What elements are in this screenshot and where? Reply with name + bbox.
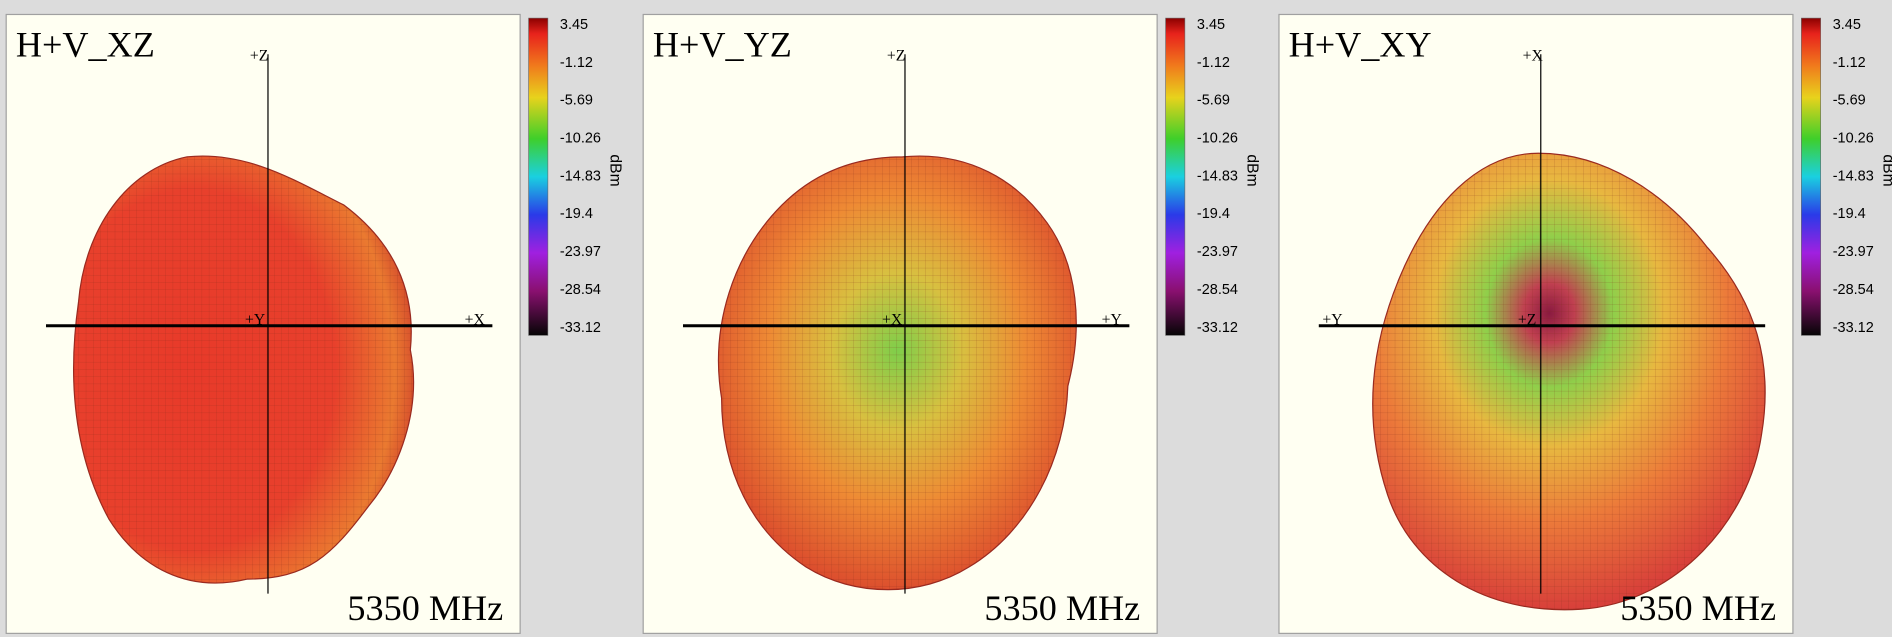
colorbar-tick-label: 3.45 — [560, 17, 588, 33]
colorbar-tick-label: -5.69 — [1197, 93, 1230, 109]
axis-label-center: +X — [882, 312, 903, 329]
colorbar — [528, 17, 549, 336]
colorbar-tick-label: -19.4 — [560, 206, 593, 222]
panel-title: H+V_XY — [1289, 25, 1432, 65]
colorbar-tick-label: 3.45 — [1833, 17, 1861, 33]
panel: H+V_XZ +Z +Y +X 5350 MHz 3.45 -1.12 -5.69 -10.26… — [5, 13, 624, 634]
frequency-label: 5350 MHz — [984, 588, 1140, 628]
colorbar-tick-label: -19.4 — [1197, 206, 1230, 222]
colorbar-tick-label: -5.69 — [1833, 93, 1866, 109]
panel-title: H+V_XZ — [16, 25, 155, 65]
colorbar-tick-label: -10.26 — [1197, 131, 1238, 147]
colorbar — [1801, 17, 1821, 336]
panel-title: H+V_YZ — [653, 25, 792, 65]
colorbar-tick-label: 3.45 — [1197, 17, 1225, 33]
axis-label-top: +X — [1523, 47, 1544, 64]
axis-label-horizontal: +X — [465, 312, 486, 329]
colorbar-unit: dBm — [607, 154, 624, 186]
colorbar-tick-label: -14.83 — [1197, 168, 1238, 184]
colorbar-tick-label: -23.97 — [560, 244, 601, 260]
colorbar-tick-label: -19.4 — [1833, 206, 1866, 222]
colorbar-tick-label: -14.83 — [1833, 168, 1874, 184]
colorbar-tick-label: -28.54 — [560, 282, 601, 298]
colorbar-tick-label: -1.12 — [560, 55, 593, 71]
pattern-mesh — [73, 156, 414, 584]
colorbar-tick-label: -33.12 — [1197, 320, 1238, 336]
frequency-label: 5350 MHz — [1620, 588, 1776, 628]
colorbar-tick-label: -5.69 — [560, 93, 593, 109]
colorbar-tick-label: -28.54 — [1833, 282, 1874, 298]
colorbar-unit: dBm — [1244, 154, 1261, 186]
pattern-mesh — [1372, 153, 1766, 610]
colorbar-tick-label: -10.26 — [560, 131, 601, 147]
axis-label-top: +Z — [887, 47, 905, 64]
colorbar-tick-label: -10.26 — [1833, 131, 1874, 147]
panel: H+V_XY +X +Z +Y 5350 MHz 3.45 -1.12 -5.69 -10.26… — [1278, 13, 1892, 634]
colorbar-tick-label: -14.83 — [560, 168, 601, 184]
colorbar-tick-label: -1.12 — [1197, 55, 1230, 71]
colorbar-tick-label: -33.12 — [560, 320, 601, 336]
colorbar-tick-label: -23.97 — [1833, 244, 1874, 260]
colorbar-unit: dBm — [1879, 154, 1892, 186]
colorbar-tick-label: -23.97 — [1197, 244, 1238, 260]
axis-label-center: +Z — [1518, 312, 1536, 329]
colorbar — [1165, 17, 1186, 336]
colorbar-tick-label: -1.12 — [1833, 55, 1866, 71]
axis-label-center: +Y — [245, 312, 265, 329]
frequency-label: 5350 MHz — [347, 588, 503, 628]
panel: H+V_YZ +Z +X +Y 5350 MHz 3.45 -1.12 -5.69 -10.26… — [642, 13, 1261, 634]
axis-label-top: +Z — [250, 47, 268, 64]
pattern-mesh — [718, 156, 1077, 590]
axis-label-horizontal: +Y — [1322, 312, 1342, 329]
axis-label-horizontal: +Y — [1102, 312, 1122, 329]
colorbar-tick-label: -28.54 — [1197, 282, 1238, 298]
colorbar-tick-label: -33.12 — [1833, 320, 1874, 336]
